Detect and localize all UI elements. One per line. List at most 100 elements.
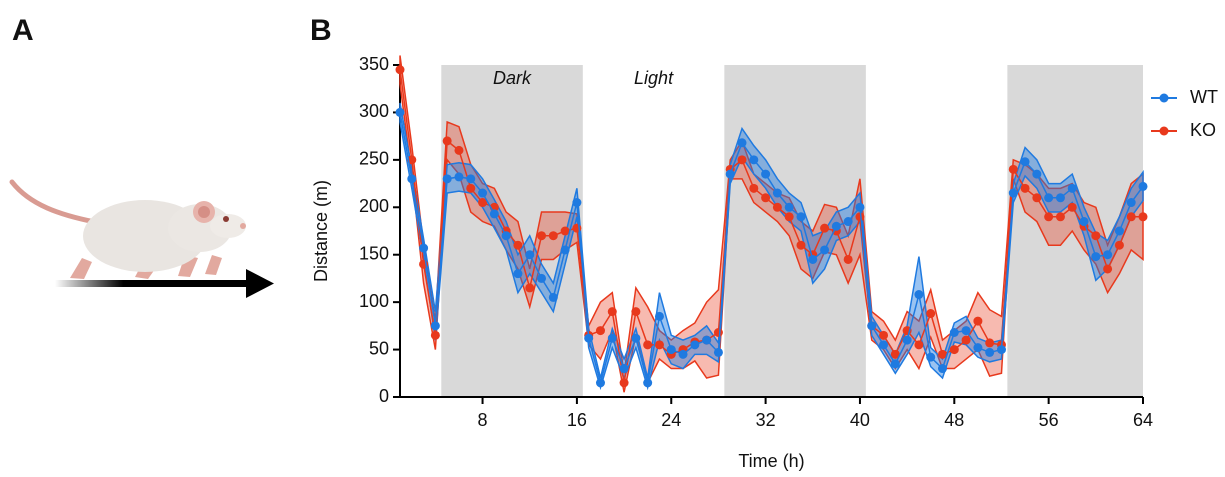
data-point [973, 316, 983, 326]
data-point [643, 378, 653, 388]
data-point [843, 254, 853, 264]
data-point [654, 340, 664, 350]
data-point [772, 188, 782, 198]
y-tick-label: 300 [359, 101, 389, 121]
data-point [949, 345, 959, 355]
data-point [643, 340, 653, 350]
x-tick-label: 8 [478, 410, 488, 430]
data-point [572, 198, 582, 208]
data-point [631, 307, 641, 317]
period-label: Light [634, 68, 674, 88]
y-tick-label: 150 [359, 243, 389, 263]
data-point [513, 240, 523, 250]
data-point [914, 290, 924, 300]
data-point [560, 245, 570, 255]
data-point [1103, 264, 1113, 274]
data-point [1044, 212, 1054, 222]
data-point [843, 217, 853, 227]
data-point [419, 243, 429, 253]
data-point [619, 364, 629, 374]
data-point [996, 345, 1006, 355]
mean-line [399, 112, 1144, 386]
data-point [796, 212, 806, 222]
y-tick-label: 0 [379, 386, 389, 406]
data-point [478, 198, 488, 208]
data-point [548, 231, 558, 241]
data-point [466, 174, 476, 184]
x-tick-label: 24 [661, 410, 681, 430]
data-point [1055, 212, 1065, 222]
data-point [713, 327, 723, 337]
data-point [537, 273, 547, 283]
data-point [1126, 198, 1136, 208]
data-point [430, 321, 440, 331]
y-tick-label: 200 [359, 196, 389, 216]
x-tick-label: 64 [1133, 410, 1153, 430]
data-point [690, 340, 700, 350]
data-point [442, 174, 452, 184]
data-point [796, 240, 806, 250]
data-point [890, 349, 900, 359]
data-point [1008, 188, 1018, 198]
data-point [430, 330, 440, 340]
data-point [867, 321, 877, 331]
data-point [1126, 212, 1136, 222]
data-point [607, 333, 617, 343]
x-axis-label: Time (h) [738, 451, 804, 471]
data-point [926, 309, 936, 319]
data-point [749, 155, 759, 165]
data-point [749, 183, 759, 193]
x-tick-label: 40 [850, 410, 870, 430]
data-point [1079, 217, 1089, 227]
x-tick-label: 48 [944, 410, 964, 430]
data-point [737, 138, 747, 148]
data-point [879, 340, 889, 350]
legend-label: WT [1190, 87, 1218, 107]
y-tick-label: 100 [359, 291, 389, 311]
data-point [654, 311, 664, 321]
data-point [678, 349, 688, 359]
data-point [489, 209, 499, 219]
data-point [808, 254, 818, 264]
data-point [855, 212, 865, 222]
data-point [784, 212, 794, 222]
x-tick-label: 32 [756, 410, 776, 430]
data-point [525, 283, 535, 293]
data-point [395, 65, 405, 75]
data-point [619, 378, 629, 388]
data-point [513, 269, 523, 279]
data-point [1067, 183, 1077, 193]
y-tick-label: 50 [369, 338, 389, 358]
data-point [1008, 164, 1018, 174]
data-point [890, 359, 900, 369]
data-point [478, 188, 488, 198]
data-point [666, 345, 676, 355]
data-point [961, 326, 971, 336]
data-point [407, 174, 417, 184]
data-point [1091, 252, 1101, 262]
data-point [914, 340, 924, 350]
data-point [1032, 169, 1042, 179]
data-point [1020, 157, 1030, 167]
data-point [820, 223, 830, 233]
data-point [1103, 250, 1113, 260]
legend-marker [1159, 126, 1169, 136]
mouse-illustration [9, 179, 274, 298]
panel-label: A [12, 14, 34, 47]
error-band [399, 102, 1144, 391]
data-point [1138, 212, 1148, 222]
data-point [772, 202, 782, 212]
data-point [761, 169, 771, 179]
data-point [454, 172, 464, 182]
panel-label: B [310, 14, 332, 47]
y-axis-label: Distance (m) [311, 180, 331, 282]
data-point [595, 378, 605, 388]
data-point [560, 226, 570, 236]
data-point [537, 231, 547, 241]
data-point [761, 193, 771, 203]
data-point [737, 155, 747, 165]
x-tick-label: 16 [567, 410, 587, 430]
data-point [501, 231, 511, 241]
y-tick-label: 350 [359, 54, 389, 74]
data-point [548, 292, 558, 302]
